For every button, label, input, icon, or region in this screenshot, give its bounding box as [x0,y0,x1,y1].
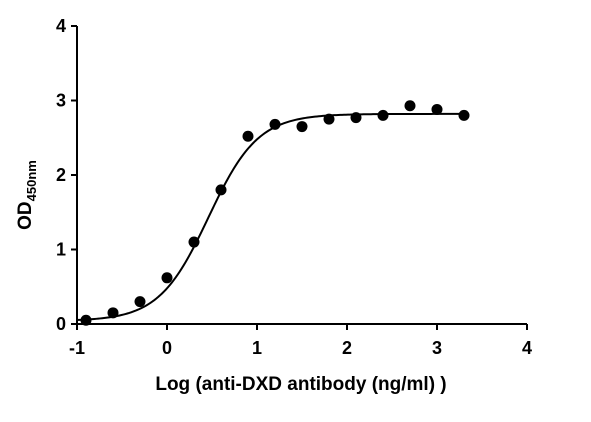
y-tick-label: 4 [56,16,66,36]
data-point [215,184,227,196]
y-ticks: 0 1 2 3 4 [56,16,77,334]
data-point [404,100,416,112]
data-point [134,296,146,308]
data-point [188,236,200,248]
data-point [377,109,389,121]
data-point [296,121,308,133]
data-points [80,100,470,326]
data-point [350,112,362,124]
data-point [458,109,470,121]
x-tick-label: 0 [162,338,172,358]
data-point [269,118,281,130]
x-tick-label: -1 [69,338,85,358]
x-tick-label: 3 [432,338,442,358]
y-tick-label: 2 [56,165,66,185]
data-point [161,272,173,284]
y-axis-label: OD450nm [15,160,39,230]
x-tick-label: 1 [252,338,262,358]
fitted-curve [76,112,464,321]
x-tick-label: 2 [342,338,352,358]
y-tick-label: 3 [56,91,66,111]
x-tick-label: 4 [522,338,532,358]
y-axis-label-main: OD [15,201,36,230]
y-tick-label: 0 [56,314,66,334]
axes [76,26,527,325]
y-tick-label: 1 [56,240,66,260]
data-point [431,103,443,115]
x-axis-label: Log (anti-DXD antibody (ng/ml) ) [155,374,446,395]
svg-text:OD450nm: OD450nm [15,160,39,230]
y-axis-label-subscript: 450nm [24,160,39,201]
data-point [107,307,119,319]
data-point [323,113,335,125]
data-point [80,314,92,326]
data-point [242,130,254,142]
x-ticks: -1 0 1 2 3 4 [69,324,532,358]
